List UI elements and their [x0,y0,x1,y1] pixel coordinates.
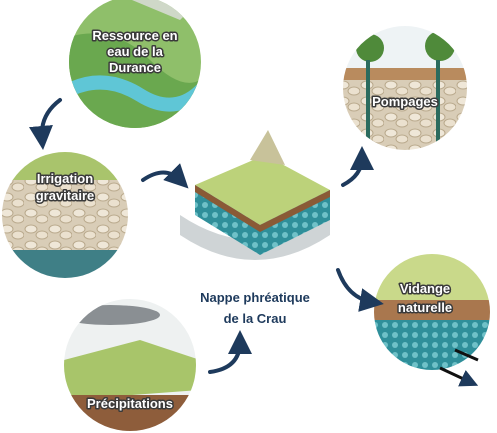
node-label: Pompages [372,94,438,109]
pompages-illustration [343,26,467,150]
aquifer-block [180,130,330,260]
center-caption: Nappe phréatique [200,290,310,305]
vidange-illustration [374,254,490,370]
arrow [336,268,384,312]
node-label: Précipitations [87,396,173,411]
arrow [341,146,374,187]
node-label: eau de la [107,44,163,59]
node-label: Vidange [400,281,450,296]
node-label: naturelle [398,300,452,315]
arrow [208,330,252,374]
outflow-arrows [439,348,478,382]
node-label: Durance [109,60,161,75]
arrow [29,98,62,150]
irrigation-illustration [2,152,128,278]
node-label: gravitaire [36,188,95,203]
arrow [141,163,189,189]
center-caption: de la Crau [224,311,287,326]
precipitations-illustration [64,299,196,431]
node-label: Ressource en [92,28,177,43]
node-label: Irrigation [37,171,93,186]
